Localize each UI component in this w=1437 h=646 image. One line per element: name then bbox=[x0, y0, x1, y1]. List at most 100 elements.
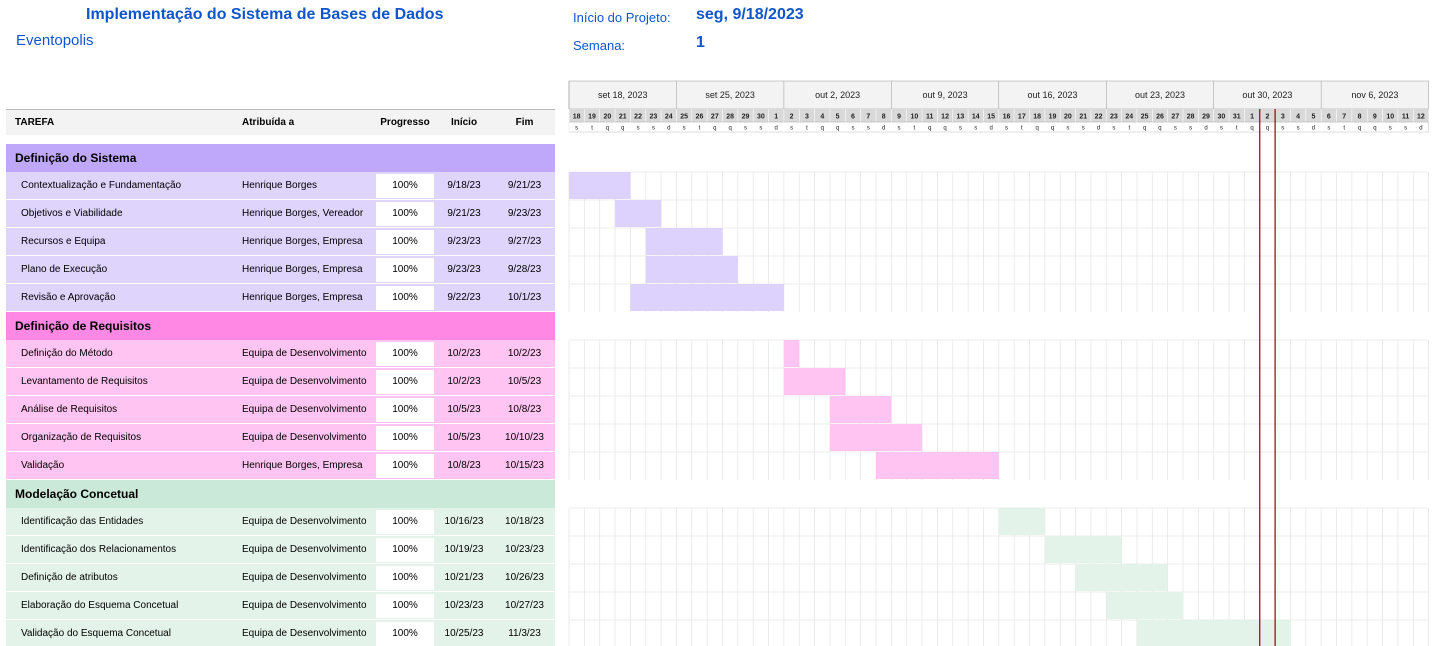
task-progress[interactable]: 100% bbox=[376, 257, 434, 282]
task-name[interactable]: Definição do Método bbox=[21, 348, 113, 359]
task-progress[interactable]: 100% bbox=[376, 397, 434, 422]
task-name[interactable]: Identificação das Entidades bbox=[21, 516, 144, 527]
task-row[interactable]: Levantamento de Requisitos Equipa de Dese… bbox=[6, 368, 555, 396]
task-row[interactable]: Identificação das Entidades Equipa de Des… bbox=[6, 508, 555, 536]
task-end-date[interactable]: 10/2/23 bbox=[507, 348, 542, 359]
phase-row[interactable]: Modelação Concetual bbox=[6, 480, 555, 508]
task-end-date[interactable]: 10/15/23 bbox=[505, 460, 544, 471]
task-start-date[interactable]: 10/8/23 bbox=[447, 460, 481, 471]
task-assignee[interactable]: Henrique Borges, Empresa bbox=[242, 236, 363, 247]
task-row[interactable]: Validação Henrique Borges, Empresa 100% 10/… bbox=[6, 452, 555, 480]
task-assignee[interactable]: Equipa de Desenvolvimento bbox=[242, 404, 367, 415]
task-bar[interactable] bbox=[1136, 620, 1291, 646]
task-name[interactable]: Recursos e Equipa bbox=[21, 236, 106, 247]
task-name[interactable]: Contextualização e Fundamentação bbox=[21, 180, 182, 191]
task-name[interactable]: Validação bbox=[21, 460, 65, 471]
task-start-date[interactable]: 9/22/23 bbox=[447, 292, 481, 303]
task-row[interactable]: Identificação dos Relacionamentos Equipa … bbox=[6, 536, 555, 564]
task-bar[interactable] bbox=[829, 396, 892, 423]
task-bar[interactable] bbox=[1106, 592, 1183, 619]
task-progress[interactable]: 100% bbox=[376, 201, 434, 226]
task-row[interactable]: Revisão e Aprovação Henrique Borges, Empr… bbox=[6, 284, 555, 312]
task-assignee[interactable]: Henrique Borges, Empresa bbox=[242, 264, 363, 275]
task-bar[interactable] bbox=[645, 228, 723, 255]
task-start-date[interactable]: 9/23/23 bbox=[447, 264, 481, 275]
task-row[interactable]: Elaboração do Esquema Concetual Equipa de… bbox=[6, 592, 555, 620]
project-start-value[interactable]: seg, 9/18/2023 bbox=[696, 6, 804, 23]
task-end-date[interactable]: 9/28/23 bbox=[507, 264, 542, 275]
task-row[interactable]: Definição de atributos Equipa de Desenvol… bbox=[6, 564, 555, 592]
task-start-date[interactable]: 10/2/23 bbox=[447, 376, 481, 387]
task-start-date[interactable]: 9/18/23 bbox=[447, 180, 481, 191]
task-row[interactable]: Contextualização e Fundamentação Henrique… bbox=[6, 172, 555, 200]
task-name[interactable]: Validação do Esquema Concetual bbox=[21, 628, 171, 639]
task-end-date[interactable]: 9/27/23 bbox=[507, 236, 542, 247]
task-end-date[interactable]: 10/1/23 bbox=[507, 292, 542, 303]
task-progress[interactable]: 100% bbox=[376, 369, 434, 394]
task-row[interactable]: Definição do Método Equipa de Desenvolvim… bbox=[6, 340, 555, 368]
task-start-date[interactable]: 9/21/23 bbox=[447, 208, 481, 219]
task-assignee[interactable]: Equipa de Desenvolvimento bbox=[242, 628, 367, 639]
task-name[interactable]: Análise de Requisitos bbox=[21, 404, 118, 415]
phase-row[interactable]: Definição de Requisitos bbox=[6, 312, 555, 340]
task-row[interactable]: Organização de Requisitos Equipa de Desen… bbox=[6, 424, 555, 452]
task-progress[interactable]: 100% bbox=[376, 341, 434, 366]
task-bar[interactable] bbox=[783, 368, 846, 395]
task-start-date[interactable]: 10/5/23 bbox=[447, 404, 481, 415]
task-progress[interactable]: 100% bbox=[376, 425, 434, 450]
task-start-date[interactable]: 10/23/23 bbox=[444, 600, 484, 611]
task-row[interactable]: Análise de Requisitos Equipa de Desenvolv… bbox=[6, 396, 555, 424]
task-start-date[interactable]: 10/19/23 bbox=[444, 544, 484, 555]
task-row[interactable]: Recursos e Equipa Henrique Borges, Empres… bbox=[6, 228, 555, 256]
task-progress[interactable]: 100% bbox=[376, 285, 434, 310]
task-assignee[interactable]: Henrique Borges, Vereador bbox=[242, 208, 364, 219]
task-bar[interactable] bbox=[630, 284, 784, 311]
task-name[interactable]: Organização de Requisitos bbox=[21, 432, 142, 443]
task-bar[interactable] bbox=[1044, 536, 1122, 563]
task-assignee[interactable]: Equipa de Desenvolvimento bbox=[242, 432, 367, 443]
task-row[interactable]: Objetivos e Viabilidade Henrique Borges, … bbox=[6, 200, 555, 228]
task-end-date[interactable]: 11/3/23 bbox=[508, 628, 541, 639]
task-progress[interactable]: 100% bbox=[376, 621, 434, 646]
task-assignee[interactable]: Henrique Borges, Empresa bbox=[242, 292, 363, 303]
task-bar[interactable] bbox=[829, 424, 923, 451]
task-bar[interactable] bbox=[783, 340, 800, 367]
task-end-date[interactable]: 10/26/23 bbox=[505, 572, 544, 583]
task-bar[interactable] bbox=[876, 452, 999, 479]
task-end-date[interactable]: 10/10/23 bbox=[505, 432, 544, 443]
task-row[interactable]: Plano de Execução Henrique Borges, Empres… bbox=[6, 256, 555, 284]
task-name[interactable]: Elaboração do Esquema Concetual bbox=[21, 600, 179, 611]
task-assignee[interactable]: Equipa de Desenvolvimento bbox=[242, 600, 367, 611]
task-name[interactable]: Plano de Execução bbox=[21, 264, 108, 275]
week-value[interactable]: 1 bbox=[696, 34, 705, 51]
task-assignee[interactable]: Equipa de Desenvolvimento bbox=[242, 348, 367, 359]
task-bar[interactable] bbox=[615, 200, 662, 227]
task-end-date[interactable]: 9/21/23 bbox=[507, 180, 542, 191]
task-end-date[interactable]: 10/8/23 bbox=[507, 404, 542, 415]
task-progress[interactable]: 100% bbox=[376, 509, 434, 534]
task-start-date[interactable]: 10/16/23 bbox=[444, 516, 484, 527]
task-progress[interactable]: 100% bbox=[376, 229, 434, 254]
task-start-date[interactable]: 10/2/23 bbox=[447, 348, 481, 359]
task-bar[interactable] bbox=[569, 172, 631, 199]
task-assignee[interactable]: Equipa de Desenvolvimento bbox=[242, 376, 367, 387]
task-bar[interactable] bbox=[645, 256, 738, 283]
task-row[interactable]: Validação do Esquema Concetual Equipa de … bbox=[6, 620, 555, 646]
task-end-date[interactable]: 10/5/23 bbox=[507, 376, 542, 387]
task-start-date[interactable]: 9/23/23 bbox=[447, 236, 481, 247]
task-start-date[interactable]: 10/25/23 bbox=[444, 628, 484, 639]
task-end-date[interactable]: 10/27/23 bbox=[505, 600, 544, 611]
task-assignee[interactable]: Equipa de Desenvolvimento bbox=[242, 544, 367, 555]
task-bar[interactable] bbox=[1075, 564, 1168, 591]
task-progress[interactable]: 100% bbox=[376, 173, 434, 198]
task-assignee[interactable]: Equipa de Desenvolvimento bbox=[242, 572, 367, 583]
task-name[interactable]: Levantamento de Requisitos bbox=[21, 376, 148, 387]
phase-row[interactable]: Definição do Sistema bbox=[6, 144, 555, 172]
task-progress[interactable]: 100% bbox=[376, 453, 434, 478]
task-assignee[interactable]: Henrique Borges bbox=[242, 180, 318, 191]
task-progress[interactable]: 100% bbox=[376, 565, 434, 590]
task-progress[interactable]: 100% bbox=[376, 593, 434, 618]
task-start-date[interactable]: 10/21/23 bbox=[444, 572, 484, 583]
task-end-date[interactable]: 10/18/23 bbox=[505, 516, 544, 527]
task-start-date[interactable]: 10/5/23 bbox=[447, 432, 481, 443]
